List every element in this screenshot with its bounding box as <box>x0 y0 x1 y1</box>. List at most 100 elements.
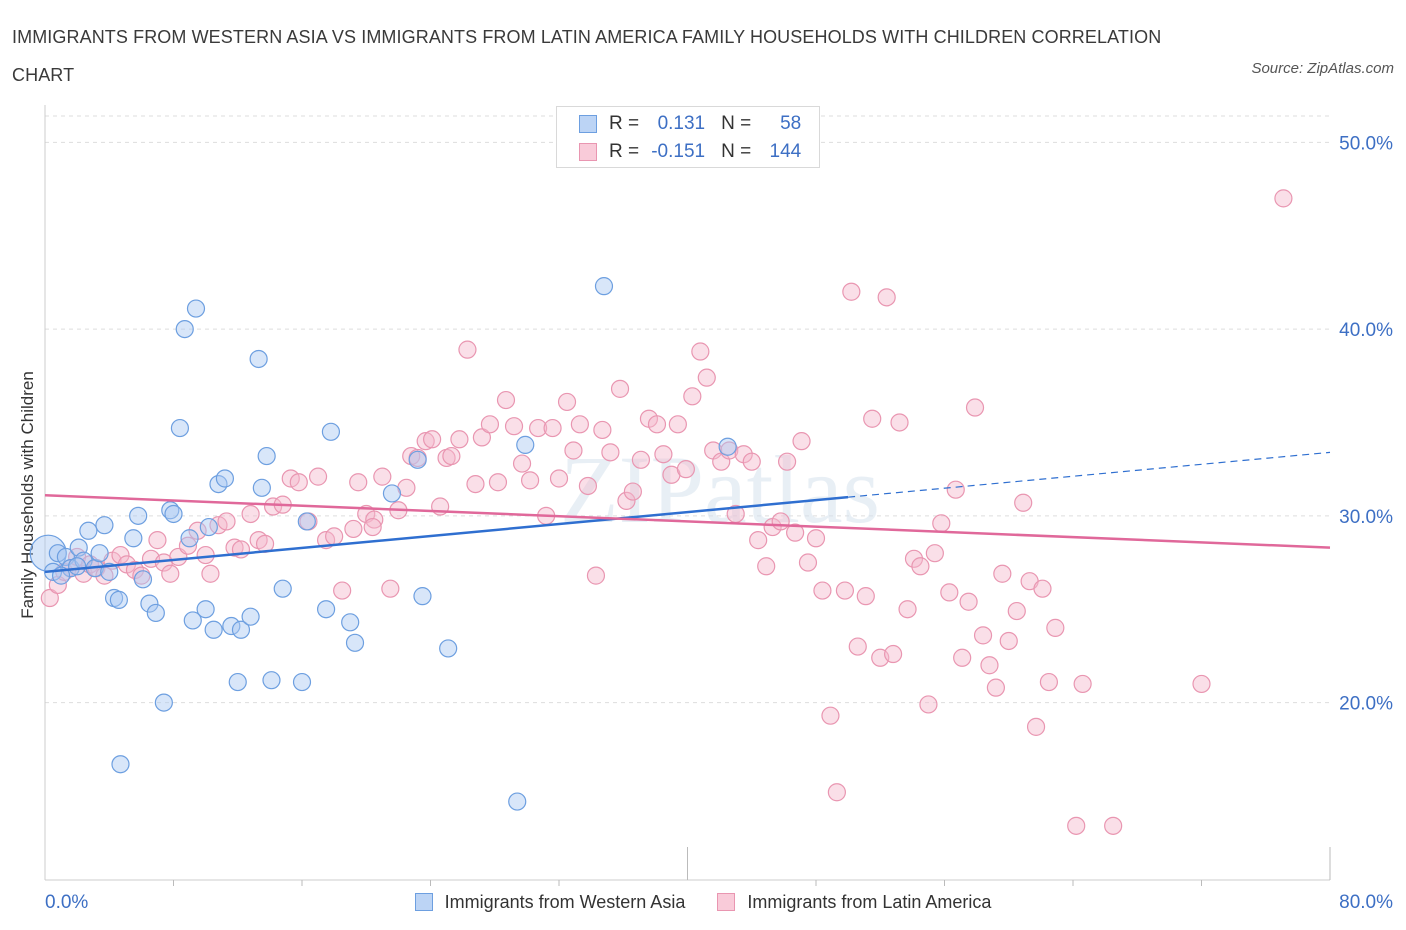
point-western-asia <box>124 529 143 548</box>
point-western-asia <box>79 521 98 540</box>
legend-swatch-pink <box>579 143 597 161</box>
point-western-asia <box>241 607 260 626</box>
trend-lines <box>44 451 1331 574</box>
point-latin-america <box>911 557 930 576</box>
n-label: N = <box>721 113 752 134</box>
point-latin-america <box>1073 674 1092 694</box>
point-western-asia <box>100 562 119 581</box>
point-latin-america <box>1014 493 1033 512</box>
point-latin-america <box>777 452 797 471</box>
point-latin-america <box>925 544 944 563</box>
point-latin-america <box>959 592 978 611</box>
stats-legend: R = 0.131 N = 58 R = -0.151 N = 144 <box>556 106 820 168</box>
legend-item-western-asia[interactable]: Immigrants from Western Asia <box>414 892 685 913</box>
point-latin-america <box>363 517 382 537</box>
point-western-asia <box>180 529 199 548</box>
point-latin-america <box>1104 816 1123 835</box>
point-latin-america <box>691 342 710 361</box>
point-latin-america <box>325 527 344 546</box>
point-latin-america <box>919 695 938 714</box>
chart-source: Source: ZipAtlas.com <box>1251 60 1394 77</box>
point-latin-america <box>792 432 811 451</box>
point-latin-america <box>898 600 917 619</box>
point-western-asia <box>516 435 535 454</box>
point-western-asia <box>316 600 336 619</box>
point-western-asia <box>382 484 402 503</box>
point-latin-america <box>543 418 562 438</box>
point-latin-america <box>570 415 589 434</box>
point-latin-america <box>289 473 308 492</box>
point-latin-america <box>450 430 469 449</box>
point-latin-america <box>472 428 491 447</box>
point-latin-america <box>863 409 882 428</box>
point-latin-america <box>623 482 642 501</box>
y-tick-label: 20.0% <box>1339 694 1393 715</box>
y-tick-label: 40.0% <box>1339 320 1393 341</box>
point-western-asia <box>273 579 292 598</box>
point-latin-america <box>980 656 999 675</box>
point-western-asia <box>170 418 190 438</box>
x-tick-label-max: 80.0% <box>1339 892 1393 913</box>
point-latin-america <box>771 512 790 531</box>
point-western-asia <box>257 446 276 466</box>
point-latin-america <box>349 473 368 492</box>
point-latin-america <box>1007 601 1026 621</box>
point-latin-america <box>1192 674 1211 694</box>
point-latin-america <box>617 491 636 511</box>
point-latin-america <box>890 413 909 432</box>
point-western-asia <box>231 620 251 639</box>
point-latin-america <box>993 564 1012 583</box>
point-western-asia <box>95 516 114 535</box>
point-latin-america <box>647 415 667 434</box>
point-latin-america <box>856 587 875 606</box>
point-western-asia <box>183 611 202 630</box>
point-western-asia <box>186 299 206 318</box>
point-latin-america <box>586 566 606 585</box>
trend-latin-america <box>44 494 1331 549</box>
point-latin-america <box>365 510 384 529</box>
point-western-asia <box>222 616 241 636</box>
legend-label: Immigrants from Latin America <box>747 891 992 912</box>
axes <box>44 105 1331 886</box>
point-latin-america <box>381 579 400 598</box>
legend-item-latin-america[interactable]: Immigrants from Latin America <box>717 892 991 913</box>
n-value: 144 <box>769 141 802 162</box>
point-western-asia <box>508 792 527 811</box>
point-latin-america <box>654 445 673 464</box>
point-latin-america <box>196 545 215 565</box>
legend-swatch-blue <box>414 893 433 911</box>
point-latin-america <box>504 417 524 436</box>
point-latin-america <box>821 706 840 725</box>
point-western-asia <box>109 590 128 609</box>
point-western-asia <box>199 517 218 537</box>
point-latin-america <box>798 553 818 572</box>
point-latin-america <box>668 415 687 434</box>
y-tick-label: 50.0% <box>1339 133 1393 154</box>
point-western-asia <box>140 594 159 613</box>
point-latin-america <box>842 282 861 301</box>
point-latin-america <box>749 531 768 550</box>
x-tick-label-min: 0.0% <box>45 892 88 913</box>
point-latin-america <box>241 504 260 524</box>
point-latin-america <box>466 474 485 494</box>
r-label: R = <box>609 141 640 162</box>
point-western-asia <box>718 437 737 456</box>
point-latin-america <box>520 471 540 490</box>
series-legend: Immigrants from Western Asia Immigrants … <box>0 888 1406 916</box>
point-latin-america <box>423 430 442 449</box>
point-latin-america <box>593 420 612 440</box>
legend-swatch-pink <box>717 893 736 911</box>
point-latin-america <box>564 441 583 460</box>
stats-row-latin-america: R = -0.151 N = 144 <box>579 138 801 166</box>
point-latin-america <box>786 523 805 542</box>
point-western-asia <box>154 693 173 712</box>
r-value: -0.151 <box>651 141 706 162</box>
legend-swatch-blue <box>579 115 597 133</box>
point-western-asia <box>111 755 130 774</box>
point-latin-america <box>1046 618 1065 637</box>
trend-western-asia <box>44 495 849 574</box>
point-western-asia <box>252 478 271 497</box>
stats-row-western-asia: R = 0.131 N = 58 <box>579 110 801 138</box>
point-latin-america <box>631 450 651 469</box>
point-latin-america <box>965 398 985 417</box>
